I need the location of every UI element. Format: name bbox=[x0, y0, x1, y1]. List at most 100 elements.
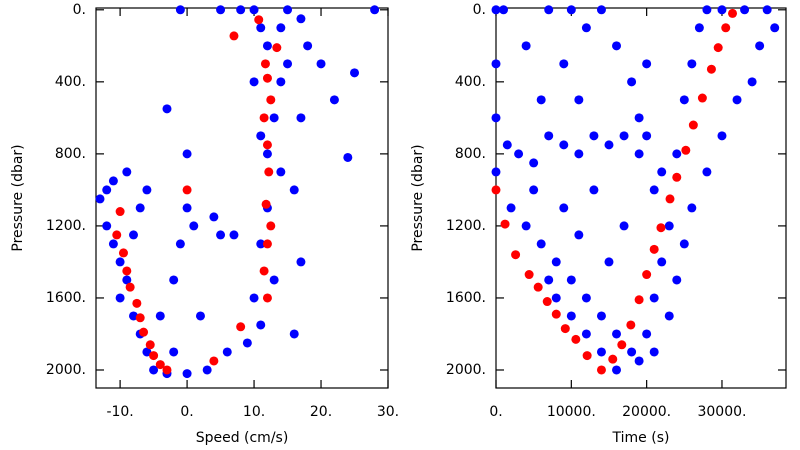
x-tick-label: 0. bbox=[489, 404, 502, 420]
data-point bbox=[596, 311, 606, 321]
data-point bbox=[162, 104, 172, 114]
data-point bbox=[706, 64, 716, 74]
data-point bbox=[740, 5, 750, 15]
data-point bbox=[581, 329, 591, 339]
data-point bbox=[506, 203, 516, 213]
data-point bbox=[544, 275, 554, 285]
data-point bbox=[139, 327, 149, 337]
data-point bbox=[169, 275, 179, 285]
data-point bbox=[236, 322, 246, 332]
data-point bbox=[721, 23, 731, 33]
data-point bbox=[236, 5, 246, 15]
data-point bbox=[155, 360, 165, 370]
data-point bbox=[95, 194, 105, 204]
data-point bbox=[135, 313, 145, 323]
y-tick-label: 1600. bbox=[446, 290, 486, 306]
data-point bbox=[142, 347, 152, 357]
data-point bbox=[762, 5, 772, 15]
data-point bbox=[551, 293, 561, 303]
data-point bbox=[256, 320, 266, 330]
data-point bbox=[559, 59, 569, 69]
x-tick-label: 10. bbox=[243, 404, 265, 420]
x-tick-label: 20000. bbox=[622, 404, 671, 420]
data-point bbox=[566, 5, 576, 15]
data-point bbox=[118, 248, 128, 258]
y-tick-label: 2000. bbox=[446, 362, 486, 378]
data-point bbox=[343, 152, 353, 162]
data-point bbox=[511, 250, 521, 260]
x-tick-label: -10. bbox=[106, 404, 133, 420]
data-point bbox=[672, 275, 682, 285]
data-point bbox=[269, 275, 279, 285]
x-axis-label: Speed (cm/s) bbox=[196, 430, 289, 446]
data-point bbox=[259, 113, 269, 123]
data-point bbox=[770, 23, 780, 33]
data-point bbox=[499, 5, 509, 15]
data-point bbox=[283, 5, 293, 15]
data-point bbox=[209, 212, 219, 222]
data-point bbox=[728, 8, 738, 18]
data-point bbox=[642, 270, 652, 280]
data-point bbox=[529, 185, 539, 195]
data-point bbox=[551, 257, 561, 267]
data-point bbox=[533, 282, 543, 292]
data-point bbox=[542, 297, 552, 307]
data-point bbox=[612, 41, 622, 51]
data-point bbox=[642, 59, 652, 69]
data-point bbox=[142, 185, 152, 195]
data-point bbox=[732, 95, 742, 105]
data-point bbox=[122, 266, 132, 276]
data-point bbox=[612, 329, 622, 339]
data-point bbox=[329, 95, 339, 105]
data-point bbox=[649, 347, 659, 357]
data-point bbox=[370, 5, 380, 15]
data-point bbox=[634, 149, 644, 159]
data-point bbox=[608, 354, 618, 364]
data-point bbox=[229, 230, 239, 240]
data-point bbox=[582, 351, 592, 361]
data-point bbox=[619, 221, 629, 231]
data-point bbox=[617, 340, 627, 350]
data-point bbox=[135, 203, 145, 213]
data-point bbox=[262, 41, 272, 51]
data-point bbox=[697, 93, 707, 103]
data-point bbox=[276, 23, 286, 33]
data-point bbox=[688, 120, 698, 130]
data-point bbox=[679, 95, 689, 105]
data-point bbox=[149, 365, 159, 375]
data-point bbox=[155, 311, 165, 321]
data-point bbox=[262, 293, 272, 303]
data-point bbox=[717, 131, 727, 141]
data-point bbox=[604, 140, 614, 150]
data-point bbox=[544, 131, 554, 141]
data-point bbox=[125, 282, 135, 292]
data-point bbox=[108, 239, 118, 249]
data-point bbox=[642, 131, 652, 141]
x-axis-label: Time (s) bbox=[612, 430, 670, 446]
data-point bbox=[596, 365, 606, 375]
data-point bbox=[589, 185, 599, 195]
y-tick-label: 800. bbox=[455, 146, 486, 162]
y-tick-label: 1200. bbox=[446, 218, 486, 234]
data-point bbox=[536, 239, 546, 249]
data-point bbox=[694, 23, 704, 33]
data-point bbox=[589, 131, 599, 141]
data-point bbox=[195, 311, 205, 321]
data-point bbox=[657, 167, 667, 177]
data-point bbox=[491, 167, 501, 177]
data-point bbox=[242, 338, 252, 348]
data-point bbox=[182, 203, 192, 213]
data-point bbox=[259, 266, 269, 276]
data-point bbox=[189, 221, 199, 231]
data-point bbox=[260, 59, 270, 69]
data-point bbox=[102, 221, 112, 231]
data-point bbox=[122, 167, 132, 177]
y-tick-label: 800. bbox=[55, 146, 86, 162]
data-point bbox=[102, 185, 112, 195]
data-point bbox=[175, 5, 185, 15]
data-point bbox=[574, 149, 584, 159]
x-tick-label: 0. bbox=[180, 404, 193, 420]
data-point bbox=[536, 95, 546, 105]
data-point bbox=[681, 145, 691, 155]
